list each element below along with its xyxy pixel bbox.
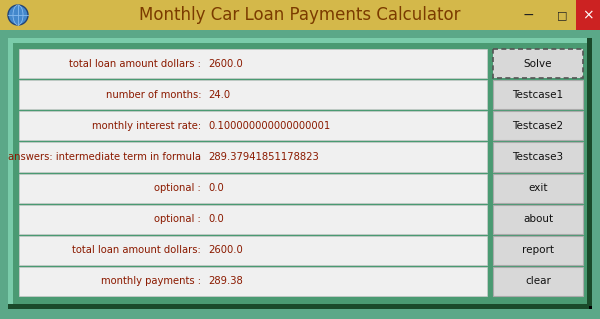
Text: Testcase2: Testcase2 [512, 121, 563, 131]
Text: optional :: optional : [154, 183, 201, 193]
Bar [0, 0, 600, 30]
Text: answers: intermediate term in formula: answers: intermediate term in formula [8, 152, 201, 162]
Circle shape [8, 5, 28, 25]
Bar [493, 174, 583, 203]
Bar [13, 43, 587, 304]
Text: □: □ [557, 10, 567, 20]
Text: 2600.0: 2600.0 [208, 59, 243, 69]
Bar [19, 236, 487, 265]
Text: about: about [523, 214, 553, 224]
Text: 2600.0: 2600.0 [208, 245, 243, 255]
Bar [8, 38, 592, 43]
Bar [19, 204, 487, 234]
Bar [550, 1, 574, 29]
Bar [19, 80, 487, 109]
Bar [19, 49, 487, 78]
Text: exit: exit [528, 183, 548, 193]
Bar [493, 204, 583, 234]
Text: −: − [522, 8, 534, 22]
Text: monthly payments :: monthly payments : [101, 277, 201, 286]
Bar [8, 38, 13, 309]
Text: 24.0: 24.0 [208, 90, 230, 100]
Bar [493, 142, 583, 172]
Text: clear: clear [525, 277, 551, 286]
Text: report: report [522, 245, 554, 255]
Text: 289.37941851178823: 289.37941851178823 [208, 152, 319, 162]
Text: 0.0: 0.0 [208, 214, 224, 224]
Text: total loan amount dollars :: total loan amount dollars : [69, 59, 201, 69]
Text: 289.38: 289.38 [208, 277, 243, 286]
Bar [576, 0, 600, 30]
Bar [19, 267, 487, 296]
Text: ×: × [582, 8, 594, 22]
Bar [19, 111, 487, 140]
Bar [493, 267, 583, 296]
Bar [19, 174, 487, 203]
Bar [493, 49, 583, 78]
Bar [8, 304, 592, 309]
Text: 0.0: 0.0 [208, 183, 224, 193]
Text: 0.100000000000000001: 0.100000000000000001 [208, 121, 330, 131]
Bar [587, 38, 592, 309]
Bar [493, 236, 583, 265]
Text: monthly interest rate:: monthly interest rate: [92, 121, 201, 131]
Text: number of months:: number of months: [106, 90, 201, 100]
Text: Testcase1: Testcase1 [512, 90, 563, 100]
Text: Solve: Solve [524, 59, 552, 69]
Text: total loan amount dollars:: total loan amount dollars: [72, 245, 201, 255]
Bar [493, 111, 583, 140]
Bar [19, 142, 487, 172]
Text: optional :: optional : [154, 214, 201, 224]
Bar [493, 80, 583, 109]
Text: Testcase3: Testcase3 [512, 152, 563, 162]
Bar [589, 306, 592, 309]
Text: Monthly Car Loan Payments Calculator: Monthly Car Loan Payments Calculator [139, 6, 461, 24]
